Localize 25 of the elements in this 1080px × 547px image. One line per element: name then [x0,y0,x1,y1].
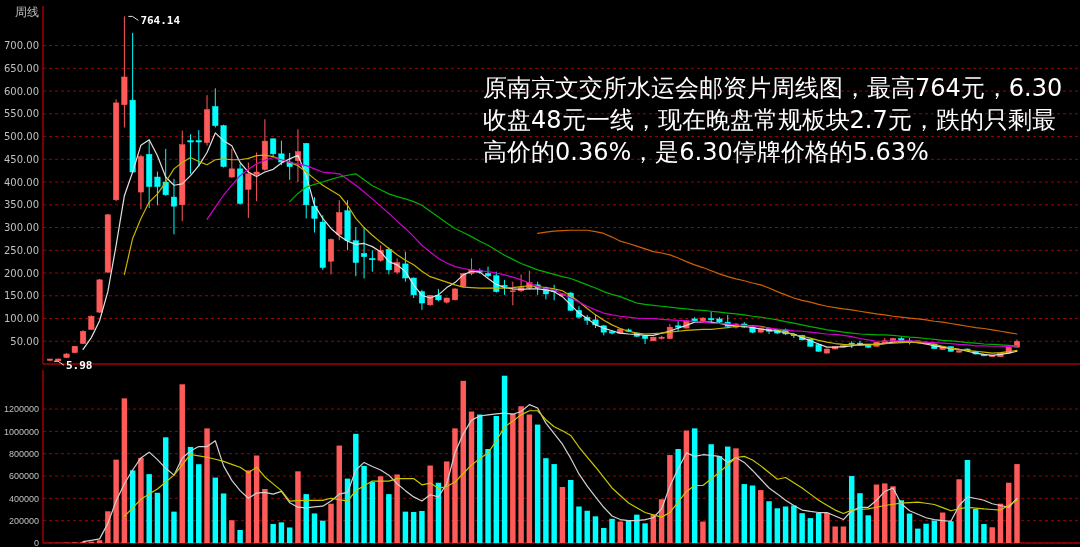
y-tick-label: 350.00 [4,199,39,211]
y-tick-label: 250.00 [4,244,39,256]
annotation: 原南京文交所水运会邮资片周线图，最高764元，6.30收盘48元一线，现在晚盘常规板块2.7元，跌的只剩最高价的0.36%，是6.30停牌价格的5.63% [483,73,1064,168]
y-tick-label: 400.00 [4,176,39,188]
y-tick-label: 600.00 [4,85,39,97]
y-tick-label: 700.00 [4,40,39,52]
y-tick-label: 800000 [8,448,39,459]
y-tick-label: 1200000 [3,404,39,415]
y-tick-label: 1000000 [3,426,39,437]
y-tick-label: 50.00 [10,335,39,347]
y-tick-label: 200.00 [4,267,39,279]
y-tick-label: 100.00 [4,313,39,325]
annotation: 764.14 [140,14,181,28]
y-tick-label: 400000 [8,493,39,504]
y-tick-label: 600000 [8,471,39,482]
y-tick-label: 300.00 [4,222,39,234]
y-tick-label: 150.00 [4,290,39,302]
y-tick-label: 650.00 [4,62,39,74]
y-tick-label: 200000 [8,515,39,526]
annotation: 5.98 [66,359,93,373]
y-tick-label: 500.00 [4,131,39,143]
chart-title: 周线 [15,5,39,19]
y-tick-label: 550.00 [4,108,39,120]
y-tick-label: 0 [33,538,39,547]
y-tick-label: 450.00 [4,153,39,165]
